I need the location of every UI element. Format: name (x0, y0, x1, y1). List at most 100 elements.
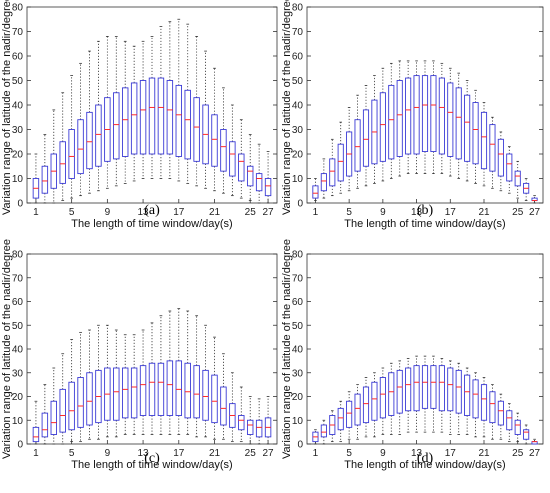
x-tick-label: 25 (245, 207, 257, 218)
iqr-box (255, 419, 263, 438)
iqr-box (438, 365, 445, 412)
x-tick-label: 5 (69, 207, 75, 218)
y-tick-label: 40 (292, 101, 304, 112)
box-7 (362, 377, 370, 438)
iqr-box (246, 419, 254, 435)
iqr-box (175, 84, 183, 157)
box-19 (464, 80, 471, 182)
x-tick-label: 5 (69, 448, 75, 459)
iqr-box (506, 153, 513, 182)
y-tick-label: 80 (12, 3, 24, 14)
x-tick-label: 25 (512, 448, 524, 459)
box-26 (255, 398, 263, 445)
iqr-box (202, 369, 209, 421)
box-1 (312, 429, 319, 445)
iqr-box (430, 365, 437, 409)
box-15 (430, 355, 437, 433)
iqr-box (95, 104, 102, 167)
iqr-box (255, 173, 263, 192)
box-7 (86, 50, 93, 194)
box-13 (413, 60, 420, 175)
box-21 (480, 377, 488, 438)
y-tick-label: 0 (17, 440, 23, 451)
iqr-box (130, 367, 138, 419)
box-16 (166, 21, 174, 179)
box-16 (166, 310, 174, 435)
box-14 (148, 36, 156, 179)
iqr-box (337, 407, 344, 431)
box-24 (506, 146, 513, 194)
iqr-box (438, 77, 445, 155)
iqr-box (166, 360, 174, 416)
x-tick-label: 21 (478, 448, 490, 459)
box-2 (41, 384, 49, 445)
x-tick-label: 5 (346, 448, 352, 459)
panel-caption: (a) (144, 203, 160, 218)
box-17 (447, 360, 454, 435)
x-axis-label: The length of time window/day(s) (344, 459, 505, 471)
box-2 (320, 419, 327, 445)
x-tick-label: 13 (138, 448, 150, 459)
box-9 (379, 367, 386, 435)
y-tick-label: 80 (12, 250, 24, 261)
box-26 (255, 143, 263, 204)
y-tick-label: 0 (297, 199, 303, 210)
x-tick-label: 17 (173, 207, 185, 218)
box-1 (312, 178, 319, 201)
iqr-box (50, 400, 58, 435)
y-tick-label: 50 (292, 321, 304, 332)
box-4 (59, 92, 66, 201)
x-tick-label: 1 (313, 207, 319, 218)
box-15 (157, 315, 165, 435)
x-tick-label: 9 (105, 448, 111, 459)
y-tick-label: 80 (292, 250, 304, 261)
box-6 (354, 384, 361, 440)
x-tick-label: 17 (173, 448, 185, 459)
box-6 (77, 331, 84, 443)
iqr-box (121, 87, 129, 157)
box-4 (337, 121, 344, 194)
y-tick-label: 20 (292, 392, 304, 403)
iqr-box (59, 388, 66, 433)
box-7 (362, 85, 370, 187)
iqr-box (113, 367, 120, 421)
box-22 (220, 87, 227, 194)
x-tick-label: 1 (33, 448, 39, 459)
iqr-box (193, 365, 200, 419)
box-2 (320, 158, 327, 199)
iqr-box (238, 415, 245, 431)
panel-caption: (c) (144, 451, 160, 466)
box-14 (148, 322, 156, 435)
box-5 (346, 107, 353, 192)
y-tick-label: 20 (12, 150, 24, 161)
iqr-box (246, 165, 254, 187)
box-21 (211, 336, 218, 440)
iqr-box (514, 170, 521, 187)
iqr-box (388, 84, 395, 160)
box-11 (121, 40, 129, 184)
x-axis-label: The length of time window/day(s) (344, 218, 505, 230)
y-tick-label: 20 (12, 392, 24, 403)
iqr-box (379, 377, 386, 419)
y-tick-label: 70 (292, 273, 304, 284)
box-1 (32, 153, 40, 204)
iqr-box (396, 80, 403, 157)
y-tick-label: 40 (12, 345, 24, 356)
x-tick-label: 25 (512, 207, 524, 218)
y-tick-label: 30 (292, 368, 304, 379)
iqr-box (41, 165, 49, 194)
x-tick-label: 5 (346, 207, 352, 218)
box-20 (472, 89, 479, 184)
x-tick-label: 21 (209, 448, 221, 459)
iqr-box (497, 138, 504, 177)
box-13 (413, 355, 420, 433)
iqr-box (346, 400, 353, 428)
panel-2: 0 10 20 30 40 50 60 70 80 1 5 9 13 17 21 25 27 The length… (281, 0, 544, 230)
panel-1: 0 10 20 30 40 50 60 70 80 1 5 9 13 17 21 25 27 The length… (1, 0, 278, 230)
iqr-box (455, 87, 462, 160)
box-13 (139, 40, 147, 179)
y-tick-label: 30 (12, 125, 24, 136)
box-12 (405, 358, 412, 433)
y-tick-label: 10 (12, 416, 24, 427)
iqr-box (312, 185, 319, 199)
